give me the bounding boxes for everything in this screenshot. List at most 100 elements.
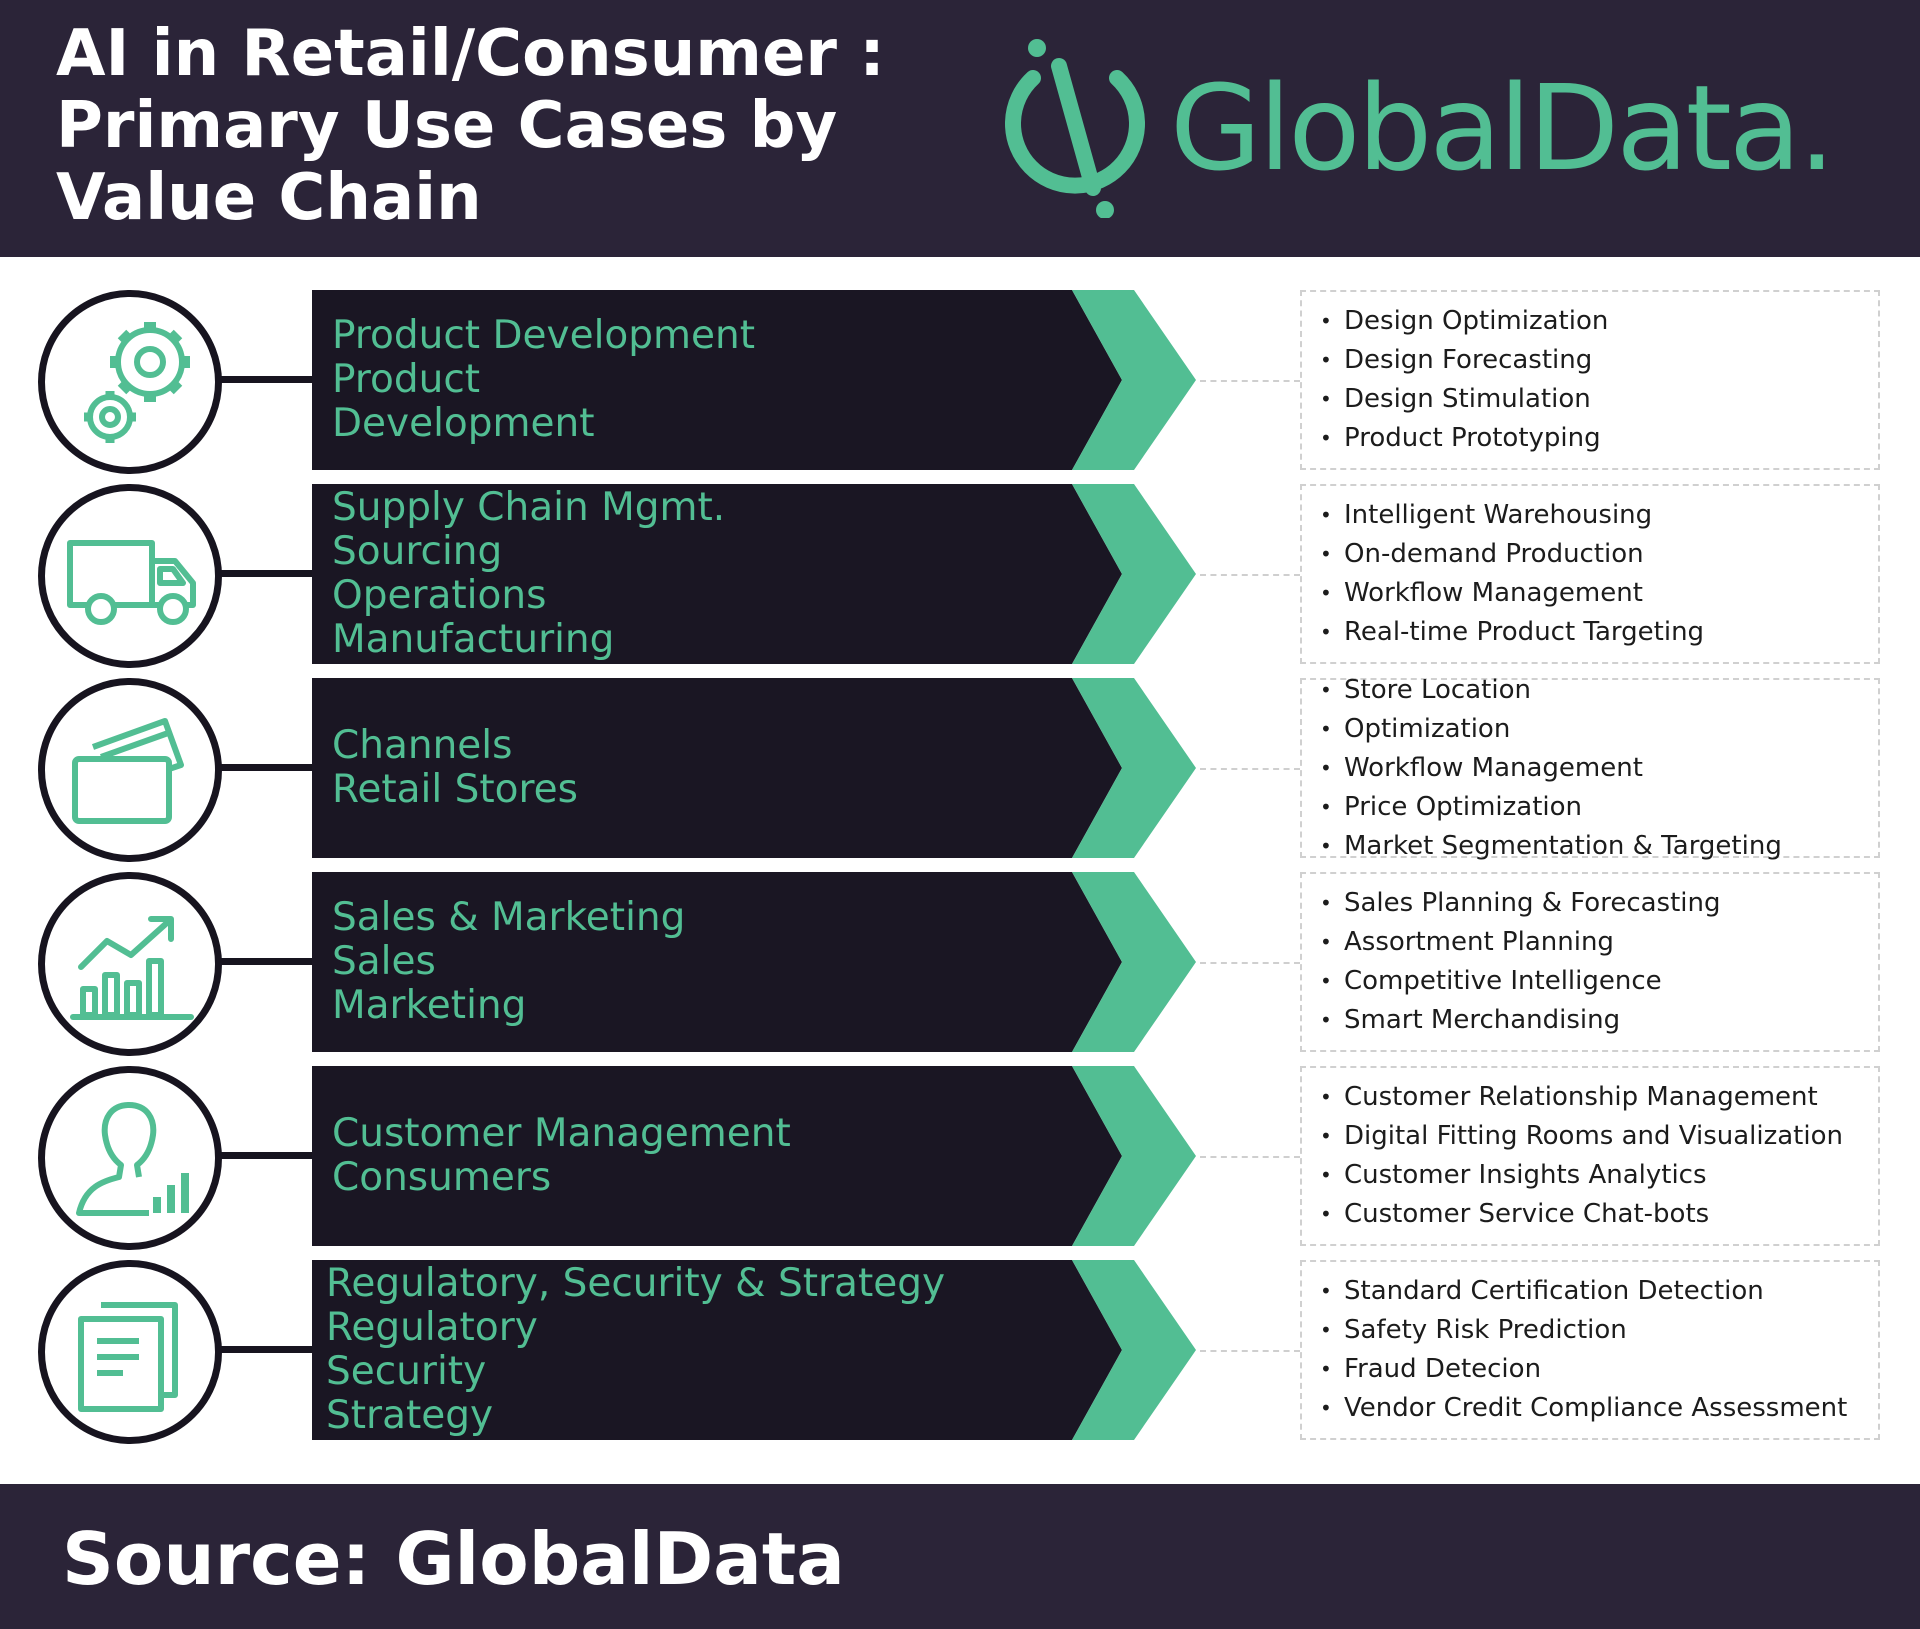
row-icon-circle <box>38 1260 222 1444</box>
globaldata-logo-icon <box>1005 39 1145 219</box>
value-chain-row: Product Development Product Development … <box>0 290 1920 474</box>
stage-sublabel: Security <box>326 1349 487 1394</box>
band-shape <box>312 1260 1196 1440</box>
stage-sublabel: Manufacturing <box>332 617 615 662</box>
footer-banner: Source: GlobalData <box>0 1484 1920 1629</box>
use-case-list: Store Location Optimization Workflow Man… <box>1300 671 1880 866</box>
documents-icon <box>78 1302 178 1412</box>
use-case-item: Fraud Detecion <box>1320 1350 1878 1389</box>
use-case-item: Safety Risk Prediction <box>1320 1311 1878 1350</box>
connector-line <box>220 570 312 577</box>
stage-label: Regulatory, Security & Strategy <box>326 1261 946 1306</box>
stage-sublabel: Marketing <box>332 983 527 1028</box>
use-case-item: Workflow Management <box>1320 749 1878 788</box>
use-case-list: Customer Relationship Management Digital… <box>1300 1066 1880 1246</box>
value-chain-band: Regulatory, Security & Strategy Regulato… <box>312 1260 1202 1440</box>
use-case-item: Design Optimization <box>1320 302 1878 341</box>
use-case-item: Product Prototyping <box>1320 419 1878 458</box>
value-chain-band: Channels Retail Stores <box>312 678 1202 858</box>
connector-line <box>220 1152 312 1159</box>
use-case-item: Store Location <box>1320 671 1878 710</box>
use-case-list: Intelligent Warehousing On-demand Produc… <box>1300 484 1880 664</box>
stage-sublabel: Operations <box>332 573 547 618</box>
use-case-item: Standard Certification Detection <box>1320 1272 1878 1311</box>
use-case-item: On-demand Production <box>1320 535 1878 574</box>
value-chain-band: Sales & Marketing Sales Marketing <box>312 872 1202 1052</box>
connector-line <box>220 376 312 383</box>
value-chain-row: Supply Chain Mgmt. Sourcing Operations M… <box>0 484 1920 668</box>
title-line: AI in Retail/Consumer : <box>56 17 885 91</box>
row-icon-circle <box>38 872 222 1056</box>
stage-sublabel: Strategy <box>326 1393 494 1438</box>
value-chain-row: Sales & Marketing Sales Marketing Sales … <box>0 872 1920 1056</box>
customer-analytics-icon <box>76 1102 189 1216</box>
row-icon-circle <box>38 290 222 474</box>
value-chain-row: Channels Retail Stores Store Location Op… <box>0 671 1920 866</box>
gears-icon <box>84 322 190 443</box>
use-case-item: Vendor Credit Compliance Assessment <box>1320 1389 1878 1428</box>
stage-sublabel: Retail Stores <box>332 767 578 812</box>
cards-icon <box>72 718 184 824</box>
use-case-item: Intelligent Warehousing <box>1320 496 1878 535</box>
title-line: Value Chain <box>56 161 482 235</box>
dashed-connector <box>1200 380 1300 382</box>
use-case-item: Workflow Management <box>1320 574 1878 613</box>
connector-line <box>220 958 312 965</box>
stage-sublabel: Sales <box>332 939 436 984</box>
band-shape <box>312 290 1196 470</box>
band-shape <box>312 484 1196 664</box>
connector-line <box>220 764 312 771</box>
source-note: Source: GlobalData <box>62 1517 845 1601</box>
use-case-item: Sales Planning & Forecasting <box>1320 884 1878 923</box>
stage-sublabel: Development <box>332 401 595 446</box>
title-line: Primary Use Cases by <box>56 89 838 163</box>
value-chain-band: Product Development Product Development <box>312 290 1202 470</box>
stage-sublabel: Sourcing <box>332 529 503 574</box>
stage-label: Channels <box>332 723 513 768</box>
row-icon-circle <box>38 678 222 862</box>
connector-line <box>220 1346 312 1353</box>
dashed-connector <box>1200 962 1300 964</box>
use-case-item: Smart Merchandising <box>1320 1001 1878 1040</box>
stage-sublabel: Product <box>332 357 481 402</box>
use-case-item: Customer Insights Analytics <box>1320 1156 1878 1195</box>
use-case-item: Competitive Intelligence <box>1320 962 1878 1001</box>
use-case-item: Price Optimization <box>1320 788 1878 827</box>
use-case-item: Customer Service Chat-bots <box>1320 1195 1878 1234</box>
value-chain-band: Supply Chain Mgmt. Sourcing Operations M… <box>312 484 1202 664</box>
header-banner: AI in Retail/Consumer : Primary Use Case… <box>0 0 1920 257</box>
use-case-item: Real-time Product Targeting <box>1320 613 1878 652</box>
row-icon-circle <box>38 484 222 668</box>
globaldata-logo: GlobalData. <box>995 38 1895 219</box>
use-case-item: Customer Relationship Management <box>1320 1078 1878 1117</box>
band-shape <box>312 678 1196 858</box>
dashed-connector <box>1200 1350 1300 1352</box>
logo-wordmark: GlobalData. <box>1170 59 1836 197</box>
use-case-list: Standard Certification Detection Safety … <box>1300 1260 1880 1440</box>
stage-sublabel: Consumers <box>332 1155 552 1200</box>
band-shape <box>312 1066 1196 1246</box>
use-case-item: Assortment Planning <box>1320 923 1878 962</box>
row-icon-circle <box>38 1066 222 1250</box>
value-chain-row: Regulatory, Security & Strategy Regulato… <box>0 1260 1920 1444</box>
use-case-item: Design Forecasting <box>1320 341 1878 380</box>
use-case-item: Digital Fitting Rooms and Visualization <box>1320 1117 1878 1156</box>
use-case-list: Sales Planning & Forecasting Assortment … <box>1300 872 1880 1052</box>
stage-sublabel: Regulatory <box>326 1305 538 1350</box>
truck-icon <box>67 540 196 625</box>
dashed-connector <box>1200 1156 1300 1158</box>
dashed-connector <box>1200 768 1300 770</box>
page-title: AI in Retail/Consumer : Primary Use Case… <box>56 18 956 234</box>
growth-chart-icon <box>70 916 194 1020</box>
dashed-connector <box>1200 574 1300 576</box>
use-case-item: Market Segmentation & Targeting <box>1320 827 1878 866</box>
value-chain-row: Customer Management Consumers Customer R… <box>0 1066 1920 1250</box>
use-case-item: Design Stimulation <box>1320 380 1878 419</box>
stage-label: Customer Management <box>332 1111 791 1156</box>
stage-label: Product Development <box>332 313 756 358</box>
stage-label: Supply Chain Mgmt. <box>332 485 726 530</box>
use-case-item: Optimization <box>1320 710 1878 749</box>
use-case-list: Design Optimization Design Forecasting D… <box>1300 290 1880 470</box>
stage-label: Sales & Marketing <box>332 895 686 940</box>
band-shape <box>312 872 1196 1052</box>
